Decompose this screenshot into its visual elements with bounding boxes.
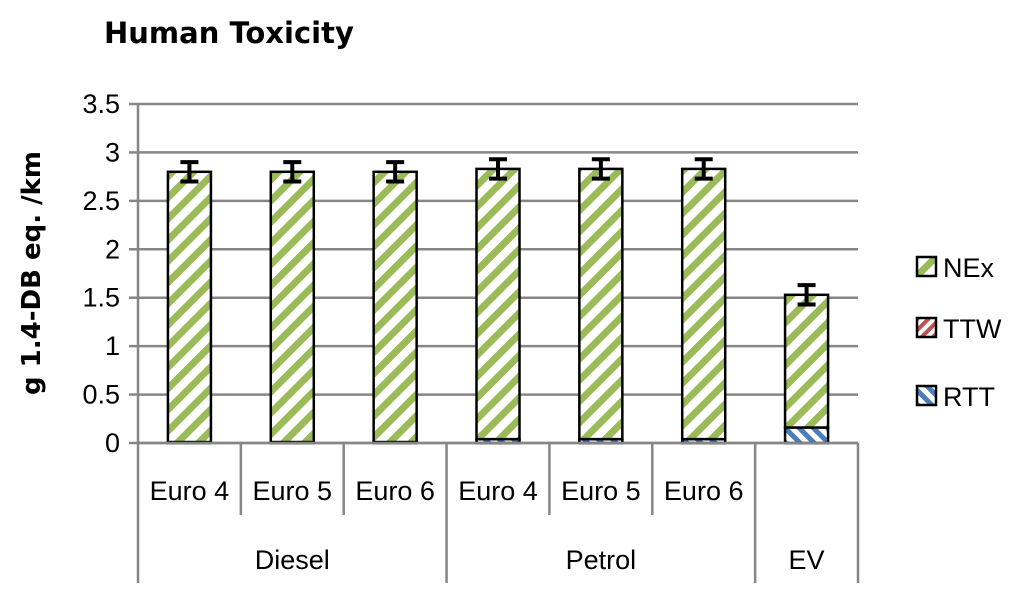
- y-axis-label: g 1.4-DB eq. /km: [17, 151, 47, 395]
- x-category-label: Euro 5: [561, 476, 641, 506]
- bar-nex: [680, 167, 727, 441]
- error-bar: [591, 157, 610, 181]
- x-category-label: Euro 6: [664, 476, 744, 506]
- legend-item-nex: NEx: [915, 253, 995, 283]
- chart-title: Human Toxicity: [104, 16, 354, 50]
- x-category-label: Euro 4: [150, 476, 230, 506]
- y-tick-label: 1: [105, 331, 120, 361]
- bar-nex: [475, 167, 521, 441]
- y-tick-label: 3.5: [82, 89, 120, 119]
- error-bar: [797, 283, 816, 307]
- x-category-label: Euro 4: [458, 476, 538, 506]
- legend-item-rtt: RTT: [915, 382, 995, 412]
- legend-item-ttw: TTW: [915, 314, 1002, 344]
- y-tick-label: 0: [105, 428, 120, 458]
- bar-nex: [166, 170, 213, 444]
- legend-swatch: [915, 255, 938, 278]
- error-bar: [386, 160, 405, 184]
- error-bar: [489, 157, 507, 181]
- legend-label: NEx: [943, 253, 995, 283]
- legend-swatch: [915, 316, 938, 339]
- legend-label: RTT: [943, 382, 995, 412]
- error-bar: [694, 157, 713, 181]
- legend-label: TTW: [943, 314, 1002, 344]
- y-tick-label: 1.5: [82, 283, 120, 313]
- x-category-label: Euro 6: [355, 476, 435, 506]
- legend-swatch: [915, 384, 938, 407]
- x-group-label: Petrol: [566, 545, 637, 575]
- bar-nex: [783, 293, 830, 429]
- error-bar: [283, 160, 302, 184]
- x-category-label: Euro 5: [253, 476, 333, 506]
- y-tick-label: 0.5: [82, 380, 120, 410]
- y-tick-label: 2: [105, 234, 120, 264]
- error-bar: [180, 160, 199, 184]
- x-group-label: EV: [789, 545, 825, 575]
- bar-rtt: [783, 426, 830, 445]
- bar-nex: [269, 170, 316, 444]
- x-group-label: Diesel: [255, 545, 330, 575]
- y-tick-label: 3: [105, 137, 120, 167]
- y-tick-label: 2.5: [82, 186, 120, 216]
- bar-nex: [578, 167, 624, 441]
- bar-nex: [372, 170, 418, 444]
